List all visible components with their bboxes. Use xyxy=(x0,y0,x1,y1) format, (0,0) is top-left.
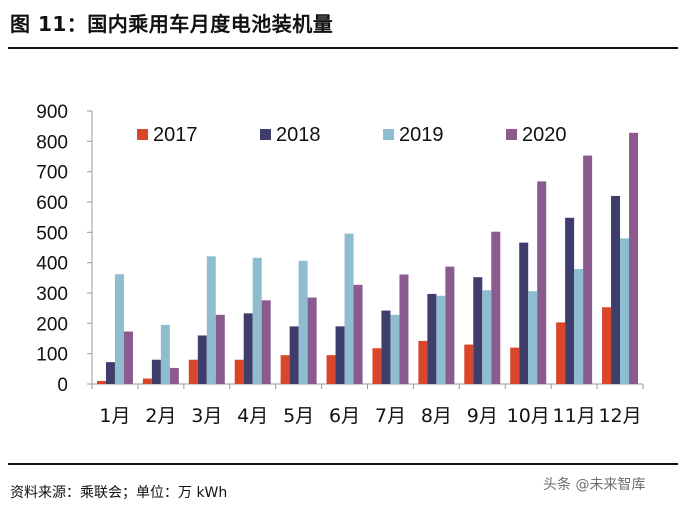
bar-2019 xyxy=(436,295,446,384)
watermark-text: 头条 @未来智库 xyxy=(543,477,646,493)
bar-2019 xyxy=(206,256,216,384)
bar-2017 xyxy=(510,347,520,384)
bar-2018 xyxy=(289,326,299,384)
bar-2019 xyxy=(160,324,170,384)
bar-2020 xyxy=(491,231,501,384)
y-tick-label: 100 xyxy=(36,345,68,366)
bottom-divider xyxy=(8,463,678,465)
bar-2017 xyxy=(96,380,106,384)
bar-2019 xyxy=(114,274,124,384)
bar-2018 xyxy=(473,277,483,384)
bar-2018 xyxy=(611,195,621,384)
bar-2017 xyxy=(372,348,382,384)
x-tick-label: 1月 xyxy=(99,405,130,427)
bar-2020 xyxy=(399,274,409,384)
x-tick-label: 2月 xyxy=(145,405,176,427)
y-tick-label: 0 xyxy=(57,375,68,396)
bar-2019 xyxy=(528,291,538,384)
x-tick-label: 5月 xyxy=(283,405,314,427)
legend-swatch-2019 xyxy=(383,129,394,140)
bar-2017 xyxy=(142,378,152,384)
legend-swatch-2020 xyxy=(506,129,517,140)
bar-2018 xyxy=(335,326,345,384)
legend-swatch-2017 xyxy=(137,129,148,140)
x-tick-label: 12月 xyxy=(598,405,641,427)
x-tick-label: 10月 xyxy=(507,405,550,427)
bar-2020 xyxy=(353,284,363,384)
bar-2018 xyxy=(243,313,253,384)
watermark: 头条 @未来智库 xyxy=(543,474,645,494)
y-tick-label: 200 xyxy=(36,314,68,335)
bar-2017 xyxy=(188,359,198,384)
bar-2018 xyxy=(565,217,575,384)
bar-2017 xyxy=(326,355,336,384)
x-tick-label: 9月 xyxy=(467,405,498,427)
bar-2019 xyxy=(482,290,492,384)
y-tick-label: 300 xyxy=(36,284,68,305)
legend-label-2020: 2020 xyxy=(522,124,567,146)
bar-2017 xyxy=(418,340,428,384)
legend-label-2018: 2018 xyxy=(276,124,321,146)
bar-2017 xyxy=(280,355,290,384)
bar-2020 xyxy=(215,314,225,384)
figure-header: 图 11：国内乘用车月度电池装机量 xyxy=(8,6,680,40)
bar-2017 xyxy=(234,359,244,384)
y-tick-label: 400 xyxy=(36,254,68,275)
bar-2020 xyxy=(123,331,133,384)
bar-2020 xyxy=(261,300,271,384)
bar-2017 xyxy=(602,307,612,384)
figure-title: 图 11：国内乘用车月度电池装机量 xyxy=(10,12,334,36)
bar-2020 xyxy=(169,367,179,384)
bar-2020 xyxy=(537,181,547,384)
x-tick-label: 11月 xyxy=(553,405,596,427)
bar-chart: 0 100 200 300 400 500 600 700 800 900 1月 2月 3月 4月 5月 6月… xyxy=(36,102,644,427)
bar-2018 xyxy=(105,362,115,384)
x-tick-label: 7月 xyxy=(375,405,406,427)
bar-2020 xyxy=(629,132,639,384)
source-note: 资料来源：乘联会；单位：万 kWh xyxy=(10,485,228,501)
bar-2018 xyxy=(427,293,437,384)
x-tick-label: 6月 xyxy=(329,405,360,427)
bar-2019 xyxy=(298,260,308,384)
y-tick-label: 500 xyxy=(36,223,68,244)
legend-swatch-2018 xyxy=(260,129,271,140)
bar-2017 xyxy=(464,344,474,384)
bar-2019 xyxy=(344,233,354,384)
top-divider xyxy=(8,47,678,49)
x-tick-label: 8月 xyxy=(421,405,452,427)
bar-2017 xyxy=(556,322,566,384)
bar-2018 xyxy=(519,242,529,384)
y-tick-label: 700 xyxy=(36,163,68,184)
bar-2018 xyxy=(151,359,161,384)
bar-2020 xyxy=(583,155,593,384)
bar-2019 xyxy=(252,257,262,384)
y-tick-label: 800 xyxy=(36,132,68,153)
bar-2020 xyxy=(445,266,455,384)
legend-label-2019: 2019 xyxy=(399,124,444,146)
bar-2019 xyxy=(574,269,584,384)
bar-2018 xyxy=(381,310,391,384)
x-tick-label: 4月 xyxy=(237,405,268,427)
bar-2019 xyxy=(620,238,630,384)
bar-2019 xyxy=(390,314,400,384)
y-tick-label: 600 xyxy=(36,193,68,214)
legend-label-2017: 2017 xyxy=(153,124,198,146)
y-tick-label: 900 xyxy=(36,102,68,123)
bar-2020 xyxy=(307,297,317,384)
bar-2018 xyxy=(197,335,207,384)
x-tick-label: 3月 xyxy=(191,405,222,427)
